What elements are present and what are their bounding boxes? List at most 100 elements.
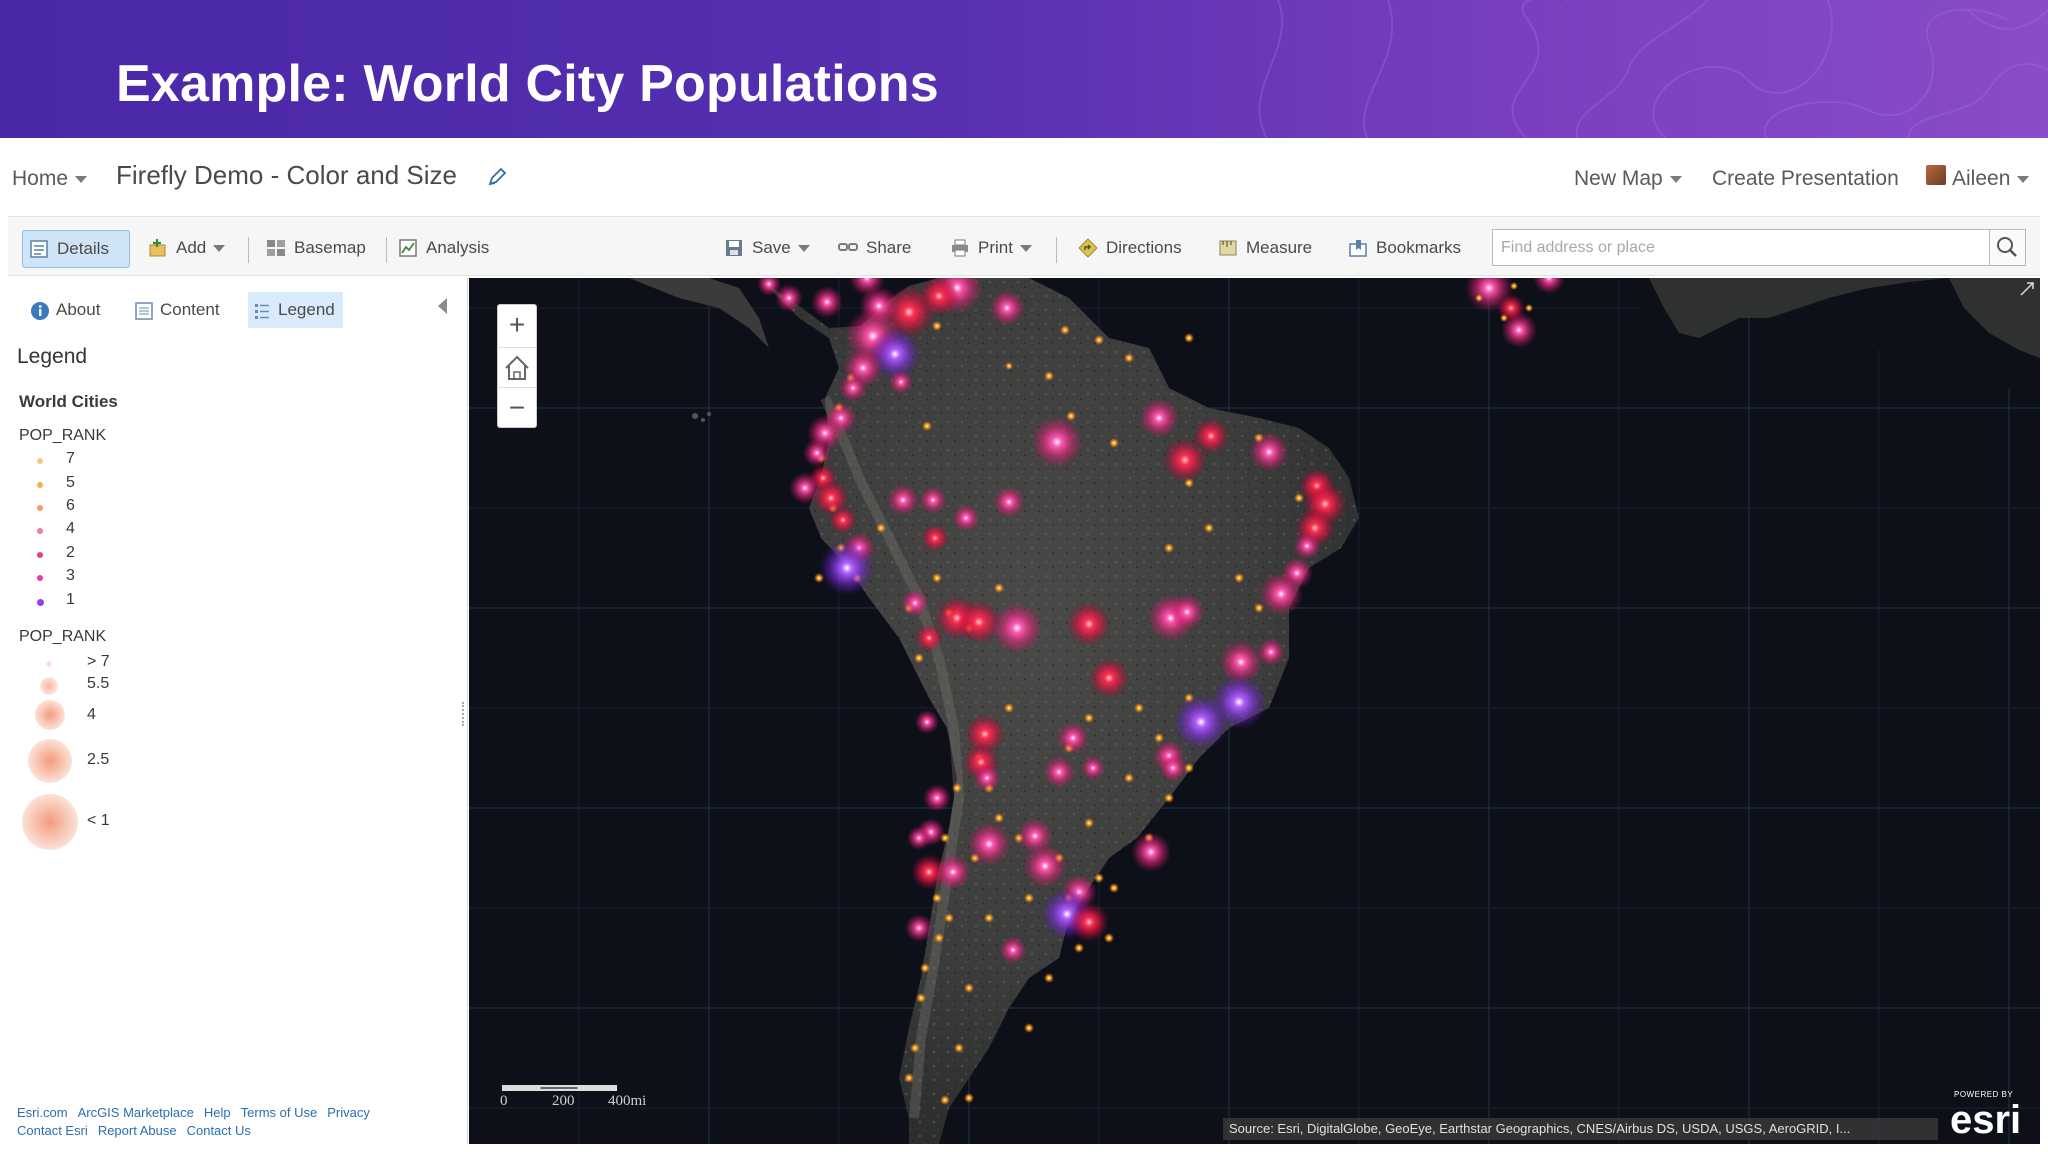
save-label: Save — [752, 238, 791, 257]
analysis-label: Analysis — [426, 238, 490, 257]
home-label: Home — [12, 167, 69, 190]
zoom-in-button[interactable]: + — [508, 309, 526, 340]
measure-button[interactable]: Measure — [1212, 230, 1312, 268]
map-view[interactable] — [469, 278, 2040, 1144]
add-label: Add — [176, 238, 207, 257]
bookmarks-label: Bookmarks — [1376, 238, 1462, 257]
search-button[interactable] — [1990, 229, 2026, 266]
save-icon — [726, 240, 742, 256]
chevron-down-icon — [1019, 245, 1032, 253]
save-button[interactable]: Save — [718, 230, 810, 268]
tab-content-label: Content — [160, 300, 220, 319]
legend-swatch — [37, 575, 43, 581]
measure-icon — [1219, 240, 1237, 256]
add-button[interactable]: Add — [142, 230, 226, 268]
print-button[interactable]: Print — [944, 230, 1032, 268]
legend-icon — [255, 304, 269, 319]
user-avatar[interactable] — [1926, 165, 1946, 185]
zoom-out-button[interactable]: − — [498, 387, 536, 427]
toolbar-divider — [248, 237, 249, 263]
legend-swatch — [37, 505, 43, 511]
zoom-control: + − — [497, 304, 537, 428]
app-header — [0, 138, 2048, 214]
topo-contours-decoration — [1258, 0, 2048, 138]
print-label: Print — [978, 238, 1013, 257]
home-menu[interactable]: Home — [12, 166, 88, 192]
legend-swatch — [37, 552, 43, 558]
print-icon — [952, 239, 968, 257]
map-title: Firefly Demo - Color and Size — [116, 160, 457, 190]
share-icon — [838, 243, 858, 251]
legend-label: 6 — [66, 497, 75, 514]
footer-link[interactable]: Privacy — [327, 1105, 370, 1120]
default-extent-button[interactable] — [498, 347, 536, 387]
legend-label: 4 — [66, 520, 75, 537]
footer-link[interactable]: Help — [203, 1105, 231, 1120]
legend-label: 5.5 — [87, 675, 110, 692]
legend-size-swatch — [46, 661, 52, 667]
chevron-down-icon — [213, 245, 226, 253]
info-icon — [31, 302, 49, 320]
legend-swatch — [37, 599, 44, 606]
share-button[interactable]: Share — [832, 230, 911, 268]
basemap-button[interactable]: Basemap — [260, 230, 366, 268]
legend-label: 2 — [66, 544, 75, 561]
chevron-down-icon — [2017, 175, 2030, 183]
bookmark-icon — [1349, 240, 1367, 257]
user-name: Aileen — [1952, 167, 2011, 190]
content-icon — [135, 302, 153, 320]
scale-bar — [502, 1085, 617, 1091]
tab-content[interactable]: Content — [130, 292, 220, 328]
scale-label: 200 — [552, 1093, 575, 1109]
legend-label: < 1 — [87, 812, 110, 829]
city-points-large — [757, 278, 1565, 964]
bookmarks-button[interactable]: Bookmarks — [1342, 230, 1461, 268]
toolbar-divider — [386, 237, 387, 263]
footer-link[interactable]: Terms of Use — [240, 1105, 318, 1120]
create-presentation-link[interactable]: Create Presentation — [1712, 167, 1899, 190]
footer-links: Esri.com ArcGIS Marketplace Help Terms of U… — [17, 1104, 457, 1140]
tab-legend[interactable]: Legend — [248, 292, 343, 328]
new-map-label: New Map — [1574, 167, 1663, 190]
map-attribution[interactable]: Source: Esri, DigitalGlobe, GeoEye, Eart… — [1223, 1118, 1938, 1140]
legend-heading: Legend — [17, 345, 88, 368]
pencil-icon[interactable] — [486, 166, 508, 188]
esri-powered-by: POWERED BY — [1954, 1090, 2014, 1099]
footer-link[interactable]: Esri.com — [17, 1105, 68, 1120]
side-panel — [8, 278, 468, 1144]
details-label: Details — [57, 239, 109, 258]
legend-swatch — [37, 528, 43, 534]
legend-label: 7 — [66, 450, 75, 467]
chevron-down-icon — [1669, 175, 1682, 183]
share-label: Share — [866, 238, 912, 257]
expand-icon[interactable] — [2018, 280, 2036, 298]
details-icon — [30, 240, 48, 258]
tab-about[interactable]: About — [26, 292, 100, 328]
legend-size-swatch — [28, 739, 72, 783]
legend-size-swatch — [40, 677, 58, 695]
user-menu[interactable]: Aileen — [1952, 166, 2030, 192]
footer-link[interactable]: ArcGIS Marketplace — [77, 1105, 194, 1120]
legend-label: 1 — [66, 591, 75, 608]
collapse-panel-icon[interactable] — [438, 298, 447, 314]
search-icon — [1997, 237, 2017, 257]
directions-icon — [1078, 238, 1098, 258]
footer-link[interactable]: Report Abuse — [97, 1123, 177, 1138]
footer-link[interactable]: Contact Us — [186, 1123, 251, 1138]
legend-label: 5 — [66, 474, 75, 491]
directions-button[interactable]: Directions — [1072, 230, 1182, 268]
footer-link[interactable]: Contact Esri — [17, 1123, 88, 1138]
new-map-menu[interactable]: New Map — [1574, 166, 1682, 192]
measure-label: Measure — [1246, 238, 1313, 257]
details-button[interactable]: Details — [22, 230, 130, 268]
legend-label: 4 — [87, 706, 96, 723]
analysis-button[interactable]: Analysis — [392, 230, 489, 268]
search-input[interactable] — [1492, 229, 1990, 266]
panel-resize-handle[interactable] — [462, 702, 466, 726]
legend-swatch — [37, 458, 43, 464]
layer-name: World Cities — [19, 392, 118, 411]
basemap-label: Basemap — [294, 238, 366, 257]
esri-logo[interactable]: POWERED BY esri — [1950, 1090, 2034, 1142]
legend-label: > 7 — [87, 653, 110, 670]
basemap-icon — [267, 240, 285, 256]
